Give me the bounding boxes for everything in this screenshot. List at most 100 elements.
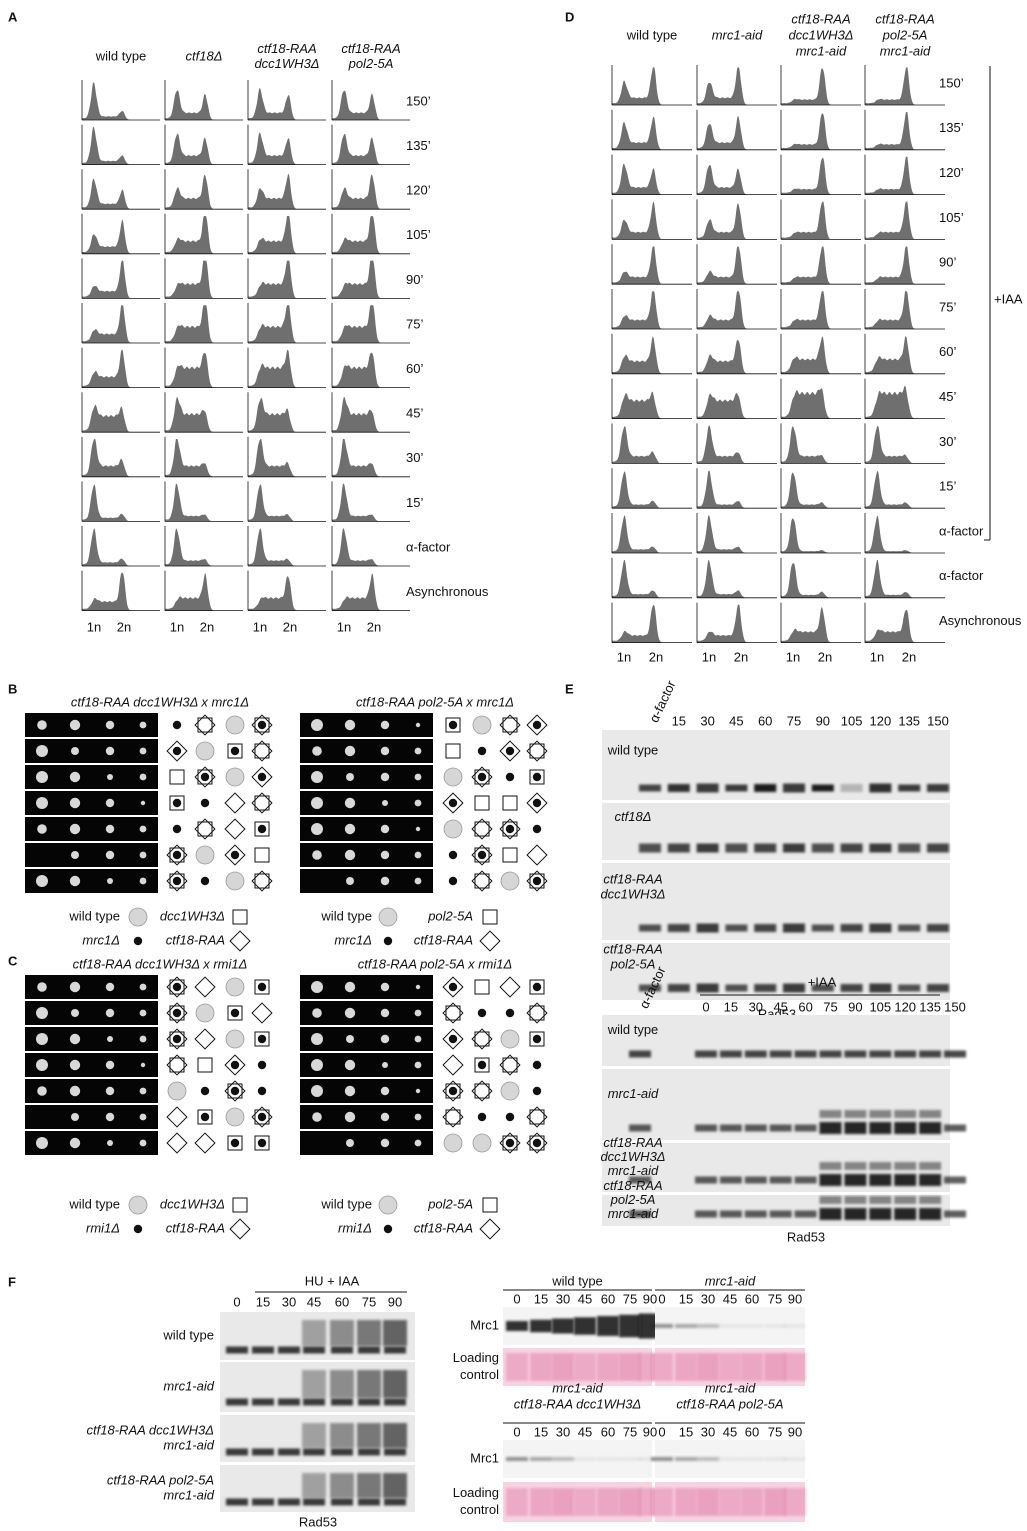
row-label: ctf18-RAA dcc1WH3Δ (87, 1422, 214, 1437)
band (302, 1423, 326, 1448)
lane-label: 45 (729, 713, 743, 728)
row-label: Loading (453, 1485, 499, 1500)
legend-label: dcc1WH3Δ (160, 908, 225, 923)
colony-spot (416, 723, 420, 727)
colony-spot (70, 1034, 80, 1044)
band (844, 1051, 866, 1058)
row-label: ctf18-RAA pol2-5A (107, 1472, 214, 1487)
panel-label: E (565, 681, 574, 696)
lane-label: 90 (788, 1291, 802, 1306)
genotype-symbol (258, 773, 266, 781)
colony-spot (311, 981, 323, 993)
band (651, 1457, 673, 1461)
treatment-label: +IAA (808, 974, 837, 989)
lane-label: 75 (787, 713, 801, 728)
band (869, 1174, 891, 1186)
row-label: 105’ (406, 227, 431, 242)
band (720, 1211, 742, 1218)
legend-label: mrc1Δ (82, 932, 120, 947)
row-label: control (460, 1502, 499, 1517)
genotype-symbol (449, 983, 457, 991)
band (358, 1399, 380, 1406)
colony-spot (140, 774, 147, 781)
genotype-symbol (478, 1009, 486, 1017)
lane-label: 105 (869, 999, 891, 1014)
colony-spot (345, 824, 355, 834)
genotype-symbol (449, 799, 457, 807)
lane-label: 30 (749, 999, 763, 1014)
band (820, 1110, 842, 1118)
band (784, 1488, 806, 1516)
row-label: Asynchronous (939, 613, 1022, 628)
colony-spot (140, 878, 147, 885)
band (754, 844, 776, 853)
band (919, 1110, 941, 1118)
lane-label: 75 (768, 1291, 782, 1306)
genotype-symbol (173, 877, 181, 885)
band (898, 844, 920, 853)
colony-spot (36, 875, 48, 887)
lane-label: 15 (724, 999, 738, 1014)
x-label: 2n (649, 649, 663, 664)
genotype-symbol (231, 747, 239, 755)
colony-spot (106, 825, 114, 833)
genotype-symbol (173, 983, 181, 991)
group-label: ctf18-RAA pol2-5A (676, 1396, 783, 1411)
legend-label: pol2-5A (427, 1196, 473, 1211)
x-label: 1n (617, 649, 631, 664)
lane-label: 150 (927, 713, 949, 728)
lane-label: 60 (335, 1294, 349, 1309)
band (357, 1370, 381, 1398)
genotype-symbol (533, 825, 541, 833)
genotype-symbol (475, 980, 489, 994)
row-label: α-factor (939, 568, 984, 583)
colony-spot (381, 1139, 389, 1147)
genotype-symbol (134, 937, 142, 945)
colony-spot (415, 852, 422, 859)
genotype-symbol (226, 716, 244, 734)
band (384, 1347, 406, 1354)
panel-label: F (8, 1274, 16, 1289)
colony-spot (415, 774, 422, 781)
bracket-label: +IAA (994, 291, 1023, 306)
lane-label: 90 (643, 1424, 657, 1439)
band (619, 1457, 641, 1461)
genotype-symbol (449, 1035, 457, 1043)
band (697, 844, 719, 853)
row-label: ctf18-RAA (603, 871, 662, 886)
band (725, 985, 747, 992)
genotype-symbol (478, 1113, 486, 1121)
cross-title: ctf18-RAA pol2-5A x rmi1Δ (358, 956, 512, 971)
x-label: 1n (702, 649, 716, 664)
row-label: mrc1-aid (163, 1487, 214, 1502)
row-label: Loading (453, 1350, 499, 1365)
band (574, 1457, 596, 1461)
row-label: 135’ (939, 120, 964, 135)
colony-spot (37, 1086, 47, 1096)
colony-spot (36, 797, 48, 809)
band (384, 1499, 406, 1506)
row-label: mrc1-aid (608, 1086, 659, 1101)
cross-title: ctf18-RAA pol2-5A x mrc1Δ (356, 694, 514, 709)
band (552, 1353, 574, 1381)
band (795, 1051, 817, 1058)
row-label: 15’ (939, 479, 956, 494)
band (719, 1353, 741, 1381)
genotype-symbol (475, 796, 489, 810)
band (668, 784, 690, 792)
band (302, 1370, 326, 1398)
panel-label: C (8, 953, 18, 968)
x-label: 2n (117, 619, 131, 634)
colony-spot (346, 773, 354, 781)
spot-plate (25, 1105, 158, 1129)
genotype-symbol (449, 1087, 457, 1095)
x-label: 2n (818, 649, 832, 664)
legend-label: mrc1Δ (334, 932, 372, 947)
band (919, 1122, 941, 1134)
colony-spot (37, 982, 47, 992)
band (745, 1177, 767, 1184)
band (331, 1499, 353, 1506)
band (597, 1488, 619, 1516)
colony-spot (141, 1063, 145, 1067)
colony-spot (381, 773, 389, 781)
